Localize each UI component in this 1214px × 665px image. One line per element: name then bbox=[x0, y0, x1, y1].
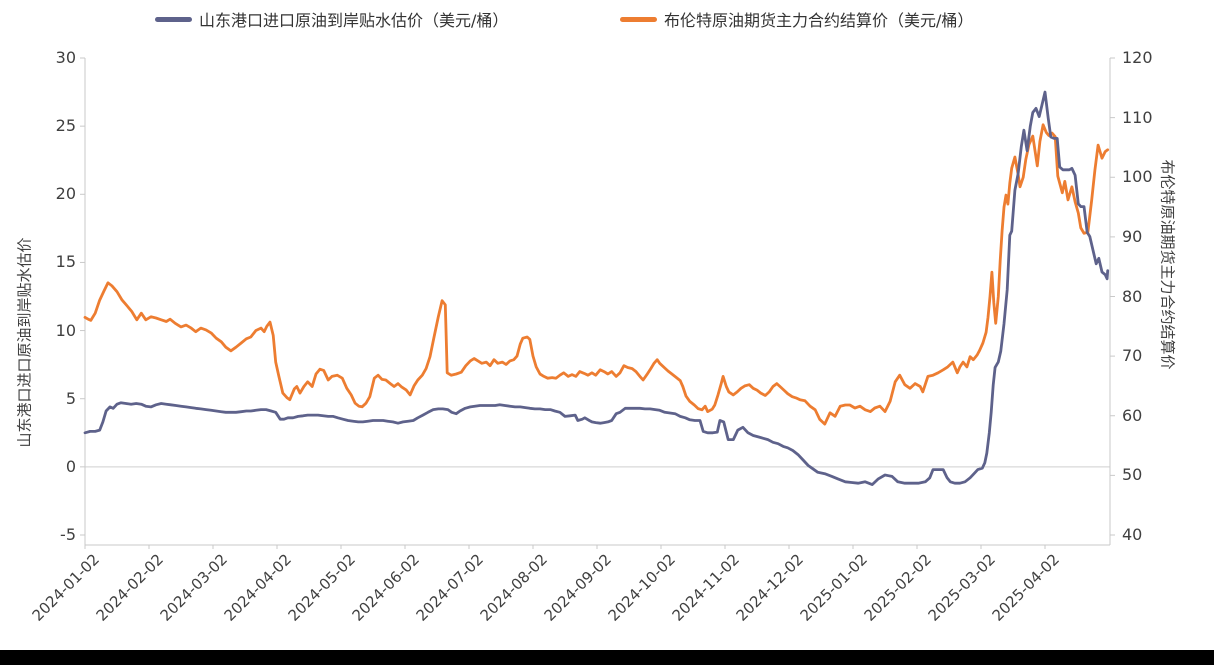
left-tick-label: 25 bbox=[55, 116, 76, 136]
legend-label-brent-settlement: 布伦特原油期货主力合约结算价（美元/桶） bbox=[664, 11, 974, 30]
right-tick-label: 100 bbox=[1122, 167, 1153, 187]
right-tick-label: 60 bbox=[1122, 405, 1143, 425]
left-axis-title: 山东港口进口原油到岸贴水估价 bbox=[15, 237, 34, 448]
right-tick-label: 110 bbox=[1122, 107, 1153, 127]
right-tick-label: 50 bbox=[1122, 465, 1143, 485]
left-tick-label: 10 bbox=[55, 320, 76, 340]
left-tick-label: 15 bbox=[55, 252, 76, 272]
legend-item-brent-settlement: 布伦特原油期货主力合约结算价（美元/桶） bbox=[620, 8, 973, 30]
right-tick-label: 90 bbox=[1122, 226, 1143, 246]
left-tick-label: 0 bbox=[65, 456, 76, 476]
series-line-brent-settlement bbox=[83, 123, 1110, 426]
right-tick-label: 80 bbox=[1122, 286, 1143, 306]
left-tick-label: -5 bbox=[60, 525, 76, 544]
legend-swatch-brent-settlement bbox=[620, 16, 657, 22]
legend-label-shandong-discount: 山东港口进口原油到岸贴水估价（美元/桶） bbox=[199, 11, 509, 30]
bottom-bar bbox=[0, 650, 1214, 665]
legend-item-shandong-discount: 山东港口进口原油到岸贴水估价（美元/桶） bbox=[155, 8, 508, 30]
left-tick-label: 30 bbox=[55, 48, 76, 67]
right-tick-label: 70 bbox=[1122, 346, 1143, 366]
right-axis-title: 布伦特原油期货主力合约结算价 bbox=[1158, 159, 1177, 370]
series-line-shandong-discount bbox=[83, 90, 1110, 487]
right-tick-label: 120 bbox=[1122, 48, 1153, 67]
legend-swatch-shandong-discount bbox=[155, 16, 192, 22]
left-tick-label: 20 bbox=[55, 184, 76, 204]
left-tick-label: 5 bbox=[65, 388, 76, 408]
right-tick-label: 40 bbox=[1122, 525, 1143, 544]
